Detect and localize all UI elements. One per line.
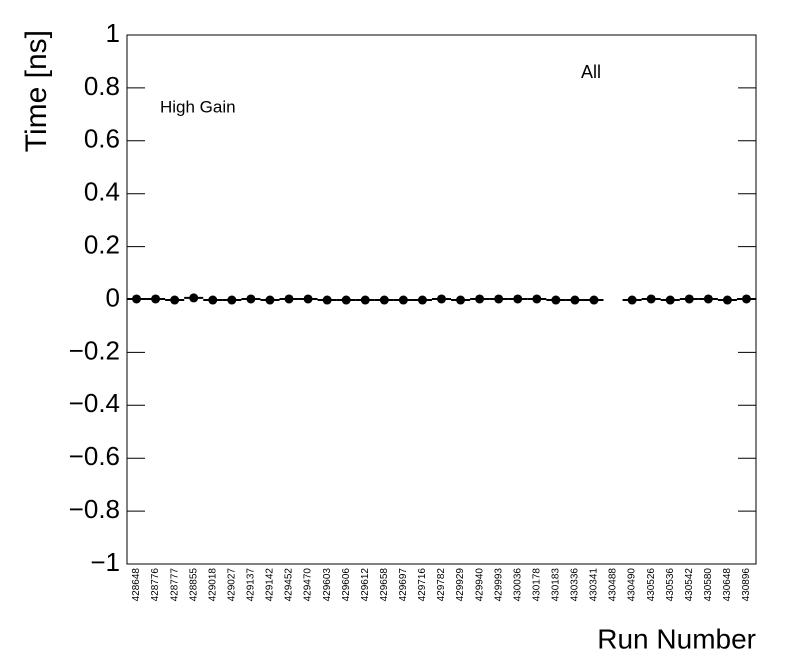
data-point: [322, 295, 332, 305]
x-tick-label: 429993: [493, 568, 504, 602]
x-tick-label: 429606: [341, 568, 352, 602]
data-point: [703, 294, 713, 304]
y-tick-label: 0.2: [84, 229, 120, 259]
data-point: [189, 293, 199, 303]
y-axis-label: Time [ns]: [20, 30, 53, 152]
x-tick-label: 428776: [150, 568, 161, 602]
data-point: [475, 294, 485, 304]
y-tick-label: −1: [90, 547, 120, 577]
x-tick-label: 430488: [608, 568, 619, 602]
x-tick-label: 429603: [322, 568, 333, 602]
x-tick-label: 429470: [303, 568, 314, 602]
data-point: [665, 295, 675, 305]
x-tick-label: 430183: [551, 568, 562, 602]
y-tick-label: −0.6: [69, 441, 120, 471]
x-tick-label: 430490: [627, 568, 638, 602]
data-point: [265, 295, 275, 305]
data-point: [151, 294, 161, 304]
x-tick-label: 430542: [684, 568, 695, 602]
data-point: [303, 294, 313, 304]
y-tick-label: 0.8: [84, 71, 120, 101]
data-point: [379, 295, 389, 305]
x-tick-label: 428648: [131, 568, 142, 602]
data-point: [513, 294, 523, 304]
data-point: [227, 295, 237, 305]
x-tick-label: 430648: [722, 568, 733, 602]
x-tick-label: 430036: [512, 568, 523, 602]
annotation: High Gain: [160, 97, 236, 116]
data-point: [437, 294, 446, 304]
x-tick-label: 430341: [589, 568, 600, 602]
data-point: [684, 294, 694, 304]
y-tick-label: 0.6: [84, 124, 120, 154]
annotation: All: [581, 62, 601, 82]
y-tick-label: 0.4: [84, 177, 120, 207]
x-tick-label: 429929: [455, 568, 466, 602]
x-tick-label: 430526: [646, 568, 657, 602]
x-tick-label: 429027: [226, 568, 237, 602]
y-tick-label: −0.8: [69, 494, 120, 524]
data-point: [417, 295, 427, 305]
data-point: [589, 295, 599, 305]
x-tick-label: 429782: [436, 568, 447, 602]
y-tick-label: −0.4: [69, 388, 120, 418]
data-point: [627, 295, 637, 305]
x-tick-label: 429452: [284, 568, 295, 602]
x-tick-label: 428855: [188, 568, 199, 602]
x-tick-label: 430336: [570, 568, 581, 602]
data-point: [208, 295, 218, 305]
x-tick-label: 429018: [207, 568, 218, 602]
data-point: [532, 294, 542, 304]
data-point: [341, 295, 351, 305]
y-tick-label: −0.2: [69, 335, 120, 365]
x-tick-label: 430896: [741, 568, 752, 602]
x-tick-label: 430178: [531, 568, 542, 602]
data-point: [741, 294, 751, 304]
data-point: [646, 294, 656, 304]
x-tick-label: 428777: [169, 568, 180, 602]
data-point: [570, 295, 580, 305]
data-point: [494, 294, 504, 304]
data-point: [456, 295, 466, 305]
data-point: [246, 294, 256, 304]
x-tick-label: 429612: [360, 568, 371, 602]
data-point: [398, 295, 408, 305]
data-point: [551, 295, 561, 305]
y-tick-label: 0: [106, 282, 120, 312]
x-tick-label: 429697: [398, 568, 409, 602]
data-point: [284, 294, 294, 304]
data-point: [360, 295, 370, 305]
data-point: [722, 295, 732, 305]
x-tick-label: 429940: [474, 568, 485, 602]
data-point: [170, 295, 180, 305]
y-tick-label: 1: [106, 18, 120, 48]
data-point: [132, 294, 142, 304]
x-tick-label: 430580: [703, 568, 714, 602]
x-tick-label: 429142: [265, 568, 276, 602]
x-tick-label: 429658: [379, 568, 390, 602]
x-tick-label: 430536: [665, 568, 676, 602]
x-axis-label: Run Number: [597, 623, 756, 654]
x-tick-label: 429716: [417, 568, 428, 602]
x-tick-label: 429137: [246, 568, 257, 602]
